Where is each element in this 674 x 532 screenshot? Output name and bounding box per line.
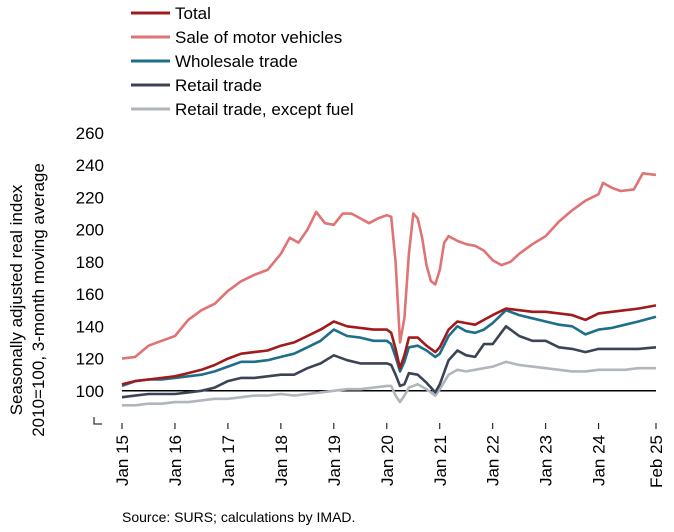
x-tick-label: Jan 18 <box>272 435 291 486</box>
y-axis-title: Seasonally adjusted real index 2010=100, … <box>7 163 48 437</box>
y-tick-label: 200 <box>76 221 104 240</box>
x-tick-label: Jan 16 <box>166 435 185 486</box>
y-tick-label: 220 <box>76 188 104 207</box>
x-tick-label: Jan 24 <box>590 435 609 486</box>
legend-label: Retail trade, except fuel <box>175 100 354 119</box>
x-tick-label: Jan 17 <box>219 435 238 486</box>
y-axis-title-line: Seasonally adjusted real index <box>7 184 26 415</box>
series-line-1 <box>121 172 657 360</box>
x-tick-label: Jan 22 <box>484 435 503 486</box>
x-tick-label: Feb 25 <box>647 435 666 488</box>
series-line-3 <box>121 325 657 399</box>
series-lines <box>121 172 657 407</box>
x-tick-label: Jan 19 <box>325 435 344 486</box>
y-tick-label: 180 <box>76 253 104 272</box>
x-axis: Jan 15 Jan 16 Jan 17 Jan 18 Jan 19 Jan 20 Jan … <box>113 390 666 488</box>
series-line-4 <box>122 360 656 407</box>
series-line-0 <box>121 304 657 386</box>
y-tick-label: 100 <box>76 382 104 401</box>
x-tick-label: Jan 15 <box>113 435 132 486</box>
legend-label: Total <box>175 4 211 23</box>
legend-label: Sale of motor vehicles <box>175 28 342 47</box>
y-tick-label: 160 <box>76 285 104 304</box>
y-axis-title-line: 2010=100, 3-month moving average <box>29 163 48 437</box>
y-tick-label: 140 <box>76 317 104 336</box>
y-tick-label: 120 <box>76 350 104 369</box>
x-tick-label: Jan 20 <box>378 435 397 486</box>
axis-break-mark <box>93 417 102 425</box>
y-axis: 100 120 140 160 180 200 220 240 260 <box>76 124 104 425</box>
legend: Total Sale of motor vehicles Wholesale tra… <box>131 4 354 119</box>
x-tick-label: Jan 23 <box>537 435 556 486</box>
series-line-2 <box>121 308 657 388</box>
y-tick-label: 240 <box>76 156 104 175</box>
legend-label: Retail trade <box>175 76 262 95</box>
source-note: Source: SURS; calculations by IMAD. <box>122 509 355 525</box>
y-tick-label: 260 <box>76 124 104 143</box>
x-tick-label: Jan 21 <box>431 435 450 486</box>
legend-label: Wholesale trade <box>175 52 298 71</box>
